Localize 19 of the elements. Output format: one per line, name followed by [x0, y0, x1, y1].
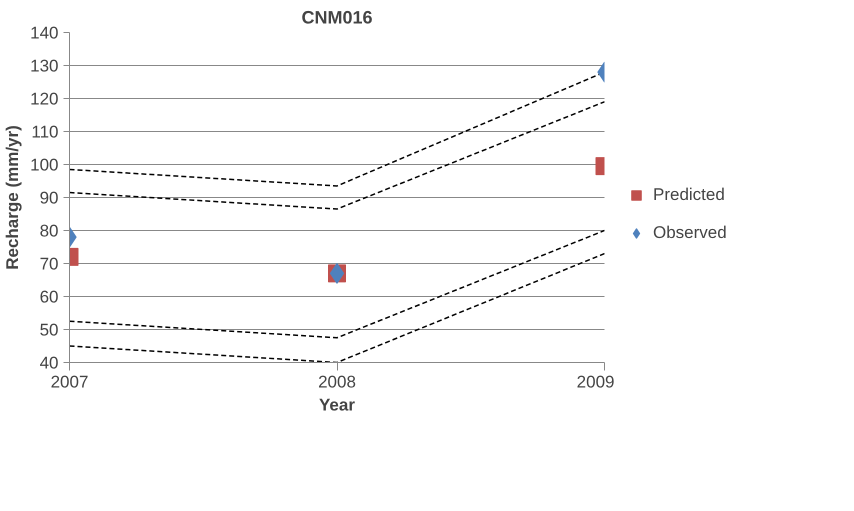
- y-tick-label: 140: [30, 24, 59, 42]
- legend-label: Observed: [653, 222, 727, 242]
- y-tick-label: 60: [40, 288, 59, 306]
- y-tick-label: 40: [40, 354, 59, 372]
- y-tick-label: 100: [30, 156, 59, 174]
- y-tick-label: 50: [40, 320, 59, 340]
- y-tick-label: 130: [30, 56, 59, 76]
- x-axis-title: Year: [319, 396, 356, 414]
- y-tick-label: 110: [31, 122, 59, 142]
- y-tick-label: 120: [30, 90, 59, 108]
- chart-title: CNM016: [301, 8, 373, 28]
- y-axis-title: Recharge (mm/yr): [3, 125, 22, 270]
- y-tick-label: 90: [40, 188, 59, 208]
- x-tick-label: 2009: [576, 372, 615, 392]
- x-tick-label: 2007: [50, 372, 88, 392]
- x-tick-label: 2008: [318, 372, 356, 392]
- y-tick-label: 70: [40, 254, 59, 274]
- legend-label: Predicted: [653, 184, 725, 204]
- y-tick-label: 80: [40, 222, 59, 240]
